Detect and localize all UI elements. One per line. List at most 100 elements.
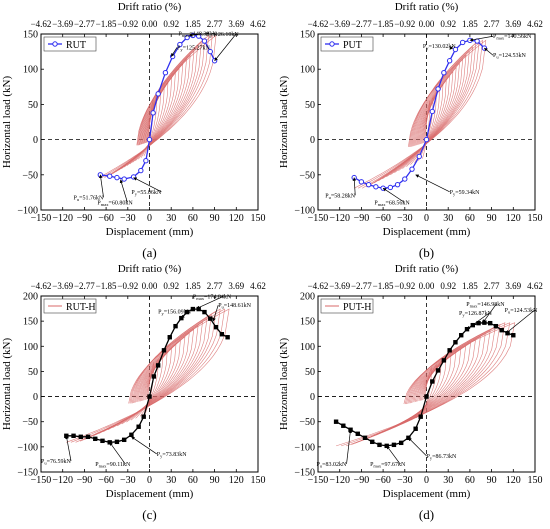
legend-box — [43, 298, 97, 314]
skeleton-point — [418, 414, 423, 419]
skeleton-point — [202, 309, 207, 315]
skeleton-point — [129, 432, 134, 437]
skeleton-point — [435, 86, 441, 92]
skeleton-point — [190, 306, 196, 312]
hysteresis-loops — [354, 39, 487, 189]
y-tick-label: 0 — [33, 135, 38, 146]
legend-label: RUT — [66, 40, 86, 51]
y-tick-label: 0 — [310, 135, 315, 146]
annotation-arrow — [119, 179, 128, 203]
x-tick-label: −60 — [98, 475, 114, 486]
hysteresis-loop — [358, 39, 483, 189]
annotation-label: Pu=83.02kN — [317, 462, 347, 469]
skeleton-point — [430, 379, 435, 384]
skeleton-point — [93, 436, 98, 442]
hysteresis-loops — [336, 322, 516, 447]
annotation-label: Pu=148.61kN — [218, 303, 251, 310]
annotation-arrow — [386, 445, 401, 465]
x-tick-label: 0 — [147, 213, 152, 224]
annotation-label: Py=126.87kN — [459, 311, 492, 318]
top-tick-label: 0.00 — [142, 19, 158, 29]
annotation-label: Pu=124.53kN — [493, 53, 526, 60]
x-tick-label: 0 — [147, 475, 152, 486]
top-tick-label: −2.77 — [74, 19, 95, 29]
y-tick-label: 200 — [300, 292, 315, 303]
top-tick-label: −1.85 — [96, 281, 117, 291]
y-tick-label: 0 — [310, 392, 315, 403]
skeleton-point — [114, 439, 120, 445]
top-tick-label: 0.92 — [163, 19, 179, 29]
top-tick-label: −1.85 — [373, 281, 394, 291]
skeleton-curve — [100, 34, 216, 180]
y-axis-label: Horizontal load (kN) — [1, 76, 13, 169]
top-tick-label: −2.77 — [351, 281, 372, 291]
annotation-arrow — [382, 187, 405, 203]
legend-marker — [329, 41, 335, 47]
skeleton-point — [177, 41, 183, 48]
skeleton-point — [391, 442, 397, 448]
skeleton-point — [219, 332, 225, 337]
top-tick-label: −2.77 — [74, 281, 95, 291]
x-tick-label: −90 — [354, 475, 370, 486]
x-tick-label: −90 — [77, 475, 93, 486]
legend-label: PUT-H — [343, 302, 372, 313]
y-tick-label: 50 — [305, 100, 315, 111]
hysteresis-loop — [98, 34, 217, 178]
x-axis-label: Displacement (mm) — [106, 488, 194, 500]
skeleton-point — [370, 439, 375, 445]
top-axis-title: Drift ratio (%) — [395, 263, 459, 275]
top-tick-label: −4.62 — [31, 19, 52, 29]
skeleton-point — [213, 324, 219, 330]
skeleton-point — [138, 167, 144, 174]
skeleton-point — [446, 58, 453, 64]
skeleton-point — [184, 309, 190, 315]
x-tick-label: −90 — [354, 213, 370, 224]
annotation-label: Py=86.73kN — [427, 454, 457, 461]
skeleton-point — [107, 173, 113, 179]
annotation-arrow — [352, 177, 357, 196]
legend-box — [320, 298, 374, 314]
annotation-arrow — [99, 174, 104, 198]
skeleton-point — [143, 158, 149, 164]
top-tick-label: 0.00 — [142, 281, 158, 291]
skeleton-point — [423, 136, 430, 143]
skeleton-point — [365, 181, 372, 188]
skeleton-point — [476, 320, 481, 326]
top-tick-label: −3.69 — [52, 19, 73, 29]
skeleton-point — [201, 38, 208, 44]
annotation-label: Pmax=174.84kN — [193, 295, 232, 302]
skeleton-point — [387, 184, 394, 191]
x-tick-label: −120 — [329, 213, 350, 224]
x-tick-label: −30 — [120, 213, 136, 224]
x-tick-label: −90 — [77, 213, 93, 224]
annotation-arrow — [170, 47, 178, 57]
x-tick-label: 150 — [251, 475, 266, 486]
skeleton-point — [362, 435, 368, 441]
y-axis-label: Horizontal load (kN) — [1, 338, 13, 431]
top-axis-title: Drift ratio (%) — [395, 1, 459, 13]
y-tick-label: −100 — [17, 442, 38, 453]
y-axis-label: Horizontal load (kN) — [278, 76, 290, 169]
hysteresis-loop — [341, 322, 511, 447]
skeleton-point — [167, 335, 172, 340]
skeleton-point — [121, 176, 127, 182]
skeleton-point — [225, 335, 230, 340]
y-tick-label: 0 — [33, 392, 38, 403]
x-tick-label: −60 — [375, 213, 391, 224]
skeleton-point — [136, 424, 141, 429]
skeleton-point — [409, 166, 415, 172]
y-tick-label: −150 — [17, 468, 38, 479]
y-tick-label: 50 — [28, 100, 38, 111]
skeleton-point — [358, 179, 365, 185]
y-tick-label: 100 — [300, 65, 315, 76]
x-axis-label: Displacement (mm) — [383, 226, 471, 238]
skeleton-point — [146, 136, 153, 143]
annotation-arrow — [133, 177, 162, 193]
annotation-label: Pmax=97.67kN — [370, 462, 406, 469]
legend-box — [320, 36, 374, 52]
x-axis-label: Displacement (mm) — [383, 488, 471, 500]
hysteresis-loop — [112, 45, 198, 174]
skeleton-point — [355, 431, 360, 436]
panel-b: Drift ratio (%) −4.62 −3.69 −2.77 −1.85 −0.92… — [278, 1, 543, 260]
top-tick-label: 0.92 — [163, 281, 179, 291]
